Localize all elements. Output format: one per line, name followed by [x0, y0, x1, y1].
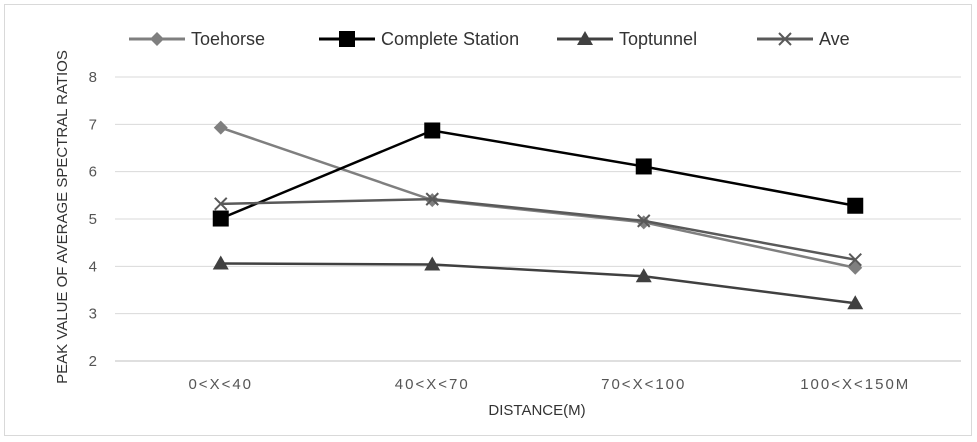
data-point: [214, 197, 228, 211]
y-tick-label: 5: [89, 211, 97, 228]
series-complete-station: [212, 122, 864, 227]
data-point: [577, 31, 593, 45]
legend-label: Ave: [819, 29, 850, 49]
data-point: [212, 255, 229, 270]
data-point: [778, 32, 792, 46]
data-point: [848, 260, 863, 275]
y-axis-ticks: 2 3 4 5 6 7 8: [89, 69, 97, 370]
y-tick-label: 6: [89, 164, 97, 181]
legend-label: Toptunnel: [619, 29, 697, 49]
data-point: [848, 252, 862, 267]
gridlines: [115, 76, 961, 362]
series-layer: [212, 120, 864, 310]
x-tick-label: 70<X<100: [601, 376, 686, 393]
data-point: [635, 158, 652, 175]
y-tick-label: 4: [89, 258, 97, 275]
data-point: [424, 256, 441, 271]
data-point: [424, 122, 441, 139]
legend-item: Toehorse: [129, 29, 265, 49]
legend-label: Toehorse: [191, 29, 265, 49]
legend-item: Toptunnel: [557, 29, 697, 49]
x-tick-label: 100<X<150M: [800, 376, 910, 393]
data-point: [339, 31, 355, 47]
series-ave: [214, 192, 862, 267]
series-line: [220, 129, 856, 220]
y-tick-label: 3: [89, 306, 97, 323]
x-tick-label: 0<X<40: [188, 376, 253, 393]
data-point: [847, 295, 864, 310]
data-point: [213, 120, 228, 135]
x-axis-ticks: 0<X<40 40<X<70 70<X<100 100<X<150M: [188, 376, 910, 393]
series-line: [220, 262, 856, 305]
x-axis-title: DISTANCE(M): [488, 402, 585, 419]
data-point: [847, 197, 864, 214]
line-chart: Toehorse Complete Station Toptunnel Ave 2 3 4…: [54, 29, 961, 419]
data-point: [425, 192, 439, 206]
data-point: [636, 215, 651, 230]
legend-label: Complete Station: [381, 29, 519, 49]
data-point: [212, 210, 229, 227]
legend: Toehorse Complete Station Toptunnel Ave: [129, 29, 850, 49]
series-toehorse: [213, 120, 863, 275]
chart-frame: Toehorse Complete Station Toptunnel Ave 2 3 4…: [4, 4, 972, 436]
y-tick-label: 8: [89, 69, 97, 86]
data-point: [637, 214, 651, 228]
data-point: [150, 32, 164, 46]
y-axis-title: PEAK VALUE OF AVERAGE SPECTRAL RATIOS: [54, 50, 71, 384]
y-tick-label: 7: [89, 116, 97, 133]
data-point: [635, 268, 652, 283]
series-line: [220, 197, 856, 261]
legend-item: Ave: [757, 29, 850, 49]
y-tick-label: 2: [89, 353, 97, 370]
legend-item: Complete Station: [319, 29, 519, 49]
series-toptunnel: [212, 255, 864, 310]
x-tick-label: 40<X<70: [395, 376, 470, 393]
